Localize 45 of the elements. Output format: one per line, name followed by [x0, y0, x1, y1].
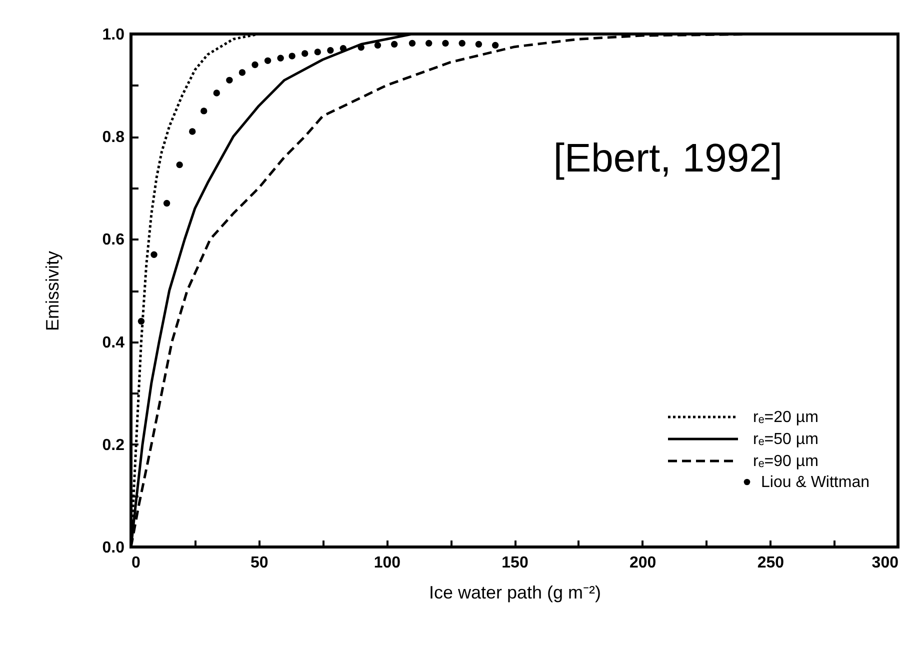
point [442, 40, 449, 47]
point [492, 42, 499, 49]
legend-label: Liou & Wittman [761, 474, 870, 491]
annotation: [Ebert, 1992] [553, 136, 782, 181]
point [264, 57, 272, 64]
legend-label: rₑ=50 µm [753, 431, 818, 448]
legend-label: rₑ=20 µm [753, 409, 818, 426]
x-tick-label: 300 [872, 554, 899, 572]
point [340, 45, 347, 52]
point [189, 128, 196, 135]
y-tick-label: 0.6 [102, 232, 125, 249]
legend-label: rₑ=90 µm [753, 453, 818, 470]
point [374, 42, 382, 49]
point [226, 76, 233, 84]
point [314, 48, 321, 56]
point [288, 52, 296, 60]
point [163, 200, 170, 207]
point [238, 69, 246, 76]
point [150, 251, 158, 258]
point [458, 40, 466, 47]
x-tick-label: 150 [502, 554, 528, 572]
y-tick-label: 0.8 [102, 129, 125, 146]
y-tick-label: 0.2 [102, 436, 125, 454]
y-axis-title: Emissivity [42, 251, 62, 331]
point [252, 61, 258, 68]
point [327, 47, 334, 54]
x-tick-label: 0 [132, 554, 140, 572]
point [390, 40, 398, 48]
x-tick-label: 50 [250, 554, 268, 572]
point [200, 108, 208, 114]
y-tick-label: 0.0 [102, 540, 125, 556]
point [213, 90, 220, 96]
x-axis-title: Ice water path (g m⁻²) [428, 582, 602, 602]
x-tick-label: 200 [629, 554, 656, 572]
point [277, 54, 284, 62]
y-tick-label: 0.4 [102, 334, 125, 352]
point [176, 161, 183, 168]
x-tick-label: 100 [374, 554, 401, 572]
point [426, 40, 432, 47]
y-tick-label: 1.0 [102, 26, 125, 44]
point [138, 318, 145, 325]
point [302, 50, 308, 57]
x-tick-label: 250 [757, 554, 784, 572]
point [475, 40, 482, 48]
point [408, 40, 416, 47]
